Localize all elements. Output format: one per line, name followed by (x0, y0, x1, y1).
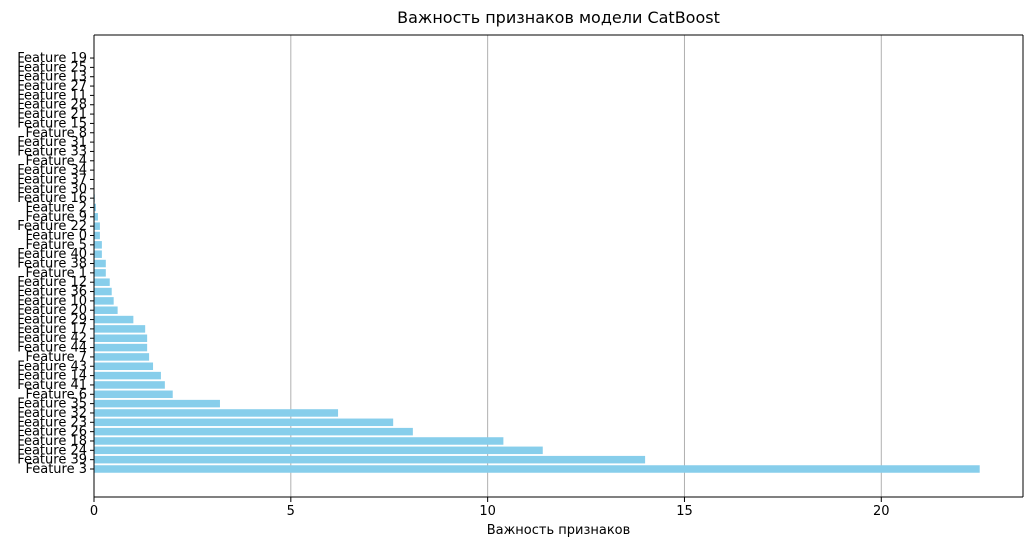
y-tick-label-feature-31: Feature 31 (17, 135, 87, 150)
y-tick-label-feature-26: Feature 26 (17, 425, 87, 440)
plot-area (94, 35, 1023, 497)
y-tick-label-feature-0: Feature 0 (25, 229, 87, 244)
y-tick-label-feature-21: Feature 21 (17, 107, 87, 122)
bar-feature-6 (94, 390, 173, 399)
y-tick-label-feature-38: Feature 38 (17, 257, 87, 272)
bar-feature-3 (94, 465, 980, 473)
bar-feature-23 (94, 418, 394, 427)
bar-feature-20 (94, 306, 118, 314)
y-tick-label-feature-10: Feature 10 (17, 294, 87, 309)
y-tick-label-feature-37: Feature 37 (17, 172, 87, 187)
x-tick-label-20: 20 (873, 504, 890, 519)
y-tick-label-feature-20: Feature 20 (17, 303, 87, 318)
bar-feature-41 (94, 381, 165, 389)
y-tick-label-feature-34: Feature 34 (17, 163, 87, 178)
bar-feature-24 (94, 446, 543, 455)
bar-feature-18 (94, 437, 504, 445)
y-tick-label-feature-1: Feature 1 (25, 266, 87, 281)
y-tick-label-feature-36: Feature 36 (17, 285, 87, 300)
bar-feature-42 (94, 334, 148, 342)
x-tick-label-10: 10 (479, 504, 496, 519)
x-axis-label: Важность признаков (487, 523, 631, 538)
y-tick-label-feature-23: Feature 23 (17, 415, 87, 430)
y-tick-label-feature-13: Feature 13 (17, 70, 87, 85)
y-tick-label-feature-15: Feature 15 (17, 116, 87, 131)
bar-feature-1 (94, 269, 106, 277)
y-tick-label-feature-18: Feature 18 (17, 434, 87, 449)
y-tick-label-feature-16: Feature 16 (17, 191, 87, 206)
y-tick-label-feature-41: Feature 41 (17, 378, 87, 393)
y-tick-label-feature-25: Feature 25 (17, 60, 87, 75)
y-tick-label-feature-9: Feature 9 (25, 210, 87, 225)
bar-feature-22 (94, 222, 100, 230)
y-tick-label-feature-28: Feature 28 (17, 98, 87, 113)
y-tick-label-feature-14: Feature 14 (17, 369, 87, 384)
y-tick-label-feature-39: Feature 39 (17, 453, 87, 468)
y-tick-label-feature-44: Feature 44 (17, 341, 87, 356)
chart-title: Важность признаков модели CatBoost (397, 8, 720, 27)
bar-feature-10 (94, 297, 114, 305)
x-tick-label-0: 0 (90, 504, 98, 519)
bar-feature-40 (94, 250, 102, 258)
x-tick-label-5: 5 (287, 504, 295, 519)
y-tick-label-feature-30: Feature 30 (17, 182, 87, 197)
x-tick-label-15: 15 (676, 504, 693, 519)
bar-feature-36 (94, 287, 112, 296)
y-tick-label-feature-35: Feature 35 (17, 397, 87, 412)
y-tick-label-feature-24: Feature 24 (17, 443, 87, 458)
bar-feature-0 (94, 231, 100, 240)
y-tick-label-feature-2: Feature 2 (25, 200, 87, 215)
y-tick-label-feature-43: Feature 43 (17, 359, 87, 374)
y-tick-label-feature-3: Feature 3 (25, 462, 87, 477)
y-tick-label-feature-11: Feature 11 (17, 88, 87, 103)
bar-feature-2 (94, 203, 96, 212)
y-tick-label-feature-27: Feature 27 (17, 79, 87, 94)
y-tick-label-feature-19: Feature 19 (17, 51, 87, 66)
y-tick-label-feature-12: Feature 12 (17, 275, 87, 290)
y-tick-label-feature-5: Feature 5 (25, 238, 87, 253)
y-tick-label-feature-29: Feature 29 (17, 313, 87, 328)
y-tick-label-feature-6: Feature 6 (25, 387, 87, 402)
bar-feature-12 (94, 278, 110, 286)
y-tick-label-feature-40: Feature 40 (17, 247, 87, 262)
y-tick-label-feature-32: Feature 32 (17, 406, 87, 421)
y-tick-label-feature-4: Feature 4 (25, 154, 87, 169)
y-tick-label-feature-7: Feature 7 (25, 350, 87, 365)
bar-feature-14 (94, 371, 161, 380)
bar-feature-7 (94, 353, 150, 361)
y-tick-label-feature-17: Feature 17 (17, 322, 87, 337)
bar-feature-43 (94, 362, 154, 371)
bar-feature-9 (94, 213, 98, 221)
bar-feature-44 (94, 343, 148, 352)
y-tick-label-feature-8: Feature 8 (25, 126, 87, 141)
bar-feature-35 (94, 399, 220, 408)
bar-feature-29 (94, 315, 134, 324)
bar-feature-17 (94, 325, 146, 333)
bar-feature-38 (94, 259, 106, 268)
y-tick-label-feature-22: Feature 22 (17, 219, 87, 234)
y-tick-label-feature-42: Feature 42 (17, 331, 87, 346)
bar-feature-26 (94, 427, 413, 436)
bar-feature-32 (94, 409, 339, 417)
bar-feature-5 (94, 241, 102, 249)
y-tick-label-feature-33: Feature 33 (17, 144, 87, 159)
bar-feature-39 (94, 455, 646, 464)
